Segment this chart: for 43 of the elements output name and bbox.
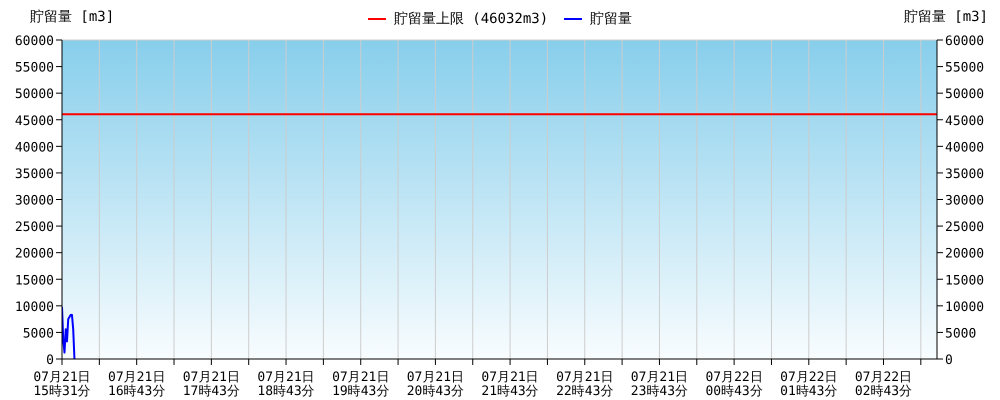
- y-tick-label: 25000: [14, 220, 54, 236]
- line-series: [62, 306, 76, 359]
- y-tick-label: 20000: [14, 246, 54, 262]
- y-tick-label: 50000: [14, 87, 54, 102]
- legend-label: 貯留量上限 (46032m3): [394, 10, 548, 28]
- y2-tick-label: 0: [945, 353, 953, 368]
- x-tick-label: 07月21日 20時43分: [406, 370, 464, 399]
- x-tick-label: 07月21日 23時43分: [630, 370, 688, 399]
- y2-tick-label: 25000: [945, 220, 984, 236]
- x-tick-label: 07月21日 17時43分: [182, 370, 240, 399]
- y2-tick-label: 45000: [945, 114, 984, 129]
- y2-tick-label: 20000: [945, 246, 984, 262]
- y2-axis-title: 貯留量 [m3]: [904, 8, 988, 26]
- y2-tick-label: 10000: [945, 300, 984, 315]
- y-tick-label: 35000: [14, 166, 54, 182]
- y2-tick-label: 40000: [945, 140, 984, 156]
- y-tick-label: 0: [46, 353, 54, 368]
- y-tick-label: 5000: [22, 326, 54, 342]
- y-tick-label: 10000: [14, 300, 54, 315]
- y2-tick-label: 30000: [945, 194, 984, 208]
- y2-tick-label: 5000: [945, 326, 976, 342]
- y-tick-label: 40000: [14, 140, 54, 156]
- x-tick-label: 07月22日 00時43分: [705, 370, 763, 399]
- x-tick-label: 07月21日 16時43分: [108, 370, 166, 399]
- y2-tick-label: 15000: [945, 273, 984, 288]
- y2-tick-label: 55000: [945, 60, 984, 76]
- x-tick-label: 07月22日 01時43分: [780, 370, 838, 399]
- x-tick-label: 07月21日 21時43分: [481, 370, 539, 399]
- y2-tick-label: 60000: [945, 34, 984, 49]
- y-tick-label: 15000: [14, 273, 54, 288]
- x-tick-label: 07月22日 02時43分: [854, 370, 912, 399]
- legend-label: 貯留量: [590, 10, 632, 28]
- y-tick-label: 45000: [14, 114, 54, 129]
- x-tick-label: 07月21日 19時43分: [332, 370, 390, 399]
- y2-tick-label: 35000: [945, 166, 984, 182]
- y2-tick-label: 50000: [945, 87, 984, 102]
- x-tick-label: 07月21日 15時31分: [33, 370, 91, 399]
- y-axis-title: 貯留量 [m3]: [30, 8, 114, 26]
- y-tick-label: 30000: [14, 194, 54, 208]
- y-tick-label: 55000: [14, 60, 54, 76]
- y-tick-label: 60000: [14, 34, 54, 49]
- x-tick-label: 07月21日 18時43分: [257, 370, 315, 399]
- x-tick-label: 07月21日 22時43分: [556, 370, 614, 399]
